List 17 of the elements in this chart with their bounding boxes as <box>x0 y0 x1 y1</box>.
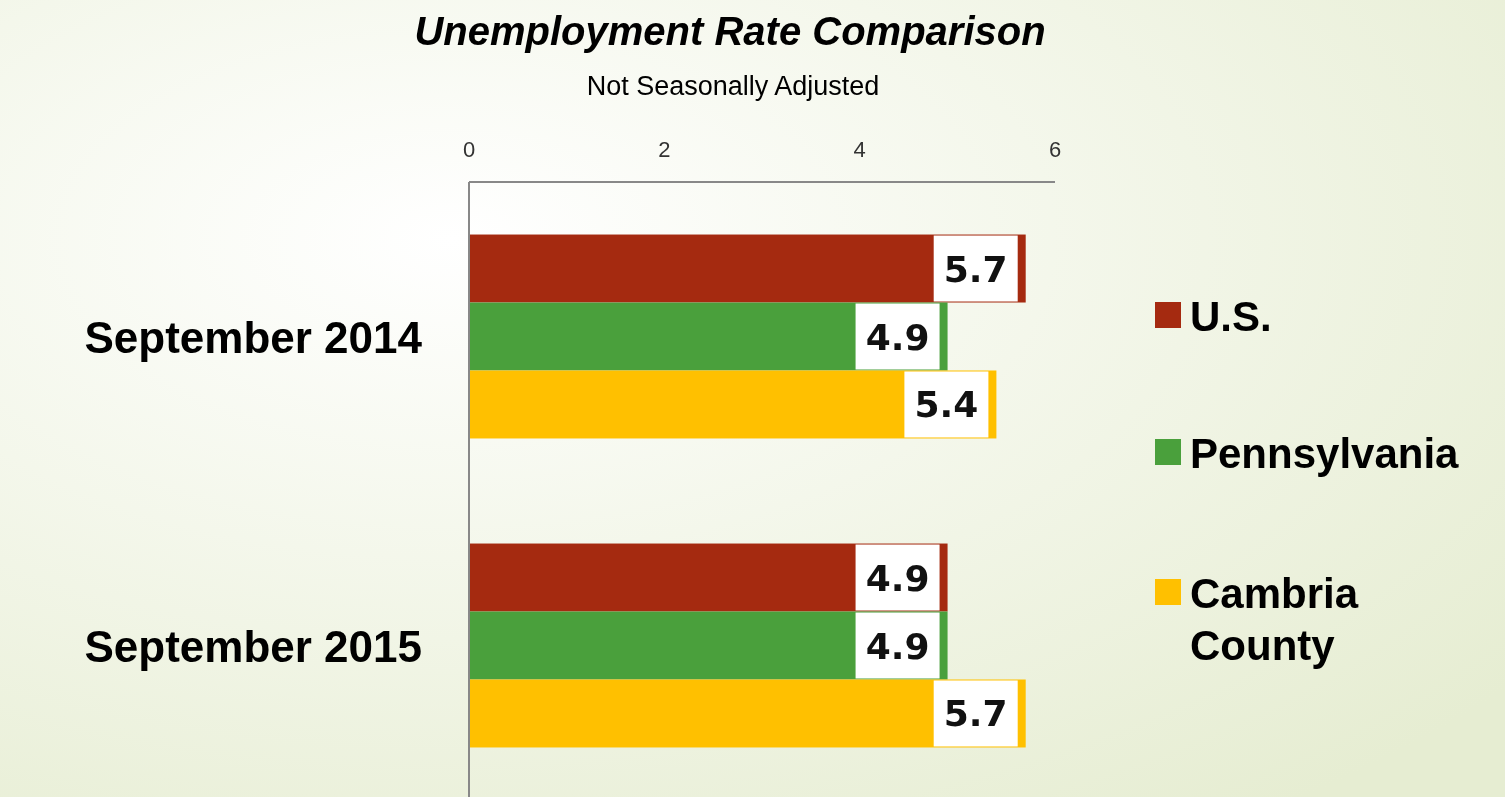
legend-label: Cambria County <box>1190 570 1359 669</box>
x-tick-label: 2 <box>658 137 671 162</box>
y-tick-label: September 2014 <box>84 312 423 362</box>
legend-label: Pennsylvania <box>1190 430 1460 477</box>
data-label: 4.9 <box>865 625 930 667</box>
x-tick-label: 0 <box>462 137 476 162</box>
chart-subtitle: Not Seasonally Adjusted <box>586 71 880 101</box>
y-tick-label: September 2015 <box>84 621 422 671</box>
data-label: 5.7 <box>943 693 1008 735</box>
legend-label: U.S. <box>1190 293 1272 340</box>
data-label: 4.9 <box>865 557 930 599</box>
chart-title: Unemployment Rate Comparison <box>414 9 1046 53</box>
data-label: 5.7 <box>943 248 1008 290</box>
x-tick-label: 6 <box>1048 137 1062 162</box>
data-label: 4.9 <box>865 316 930 358</box>
data-label: 5.4 <box>914 384 979 426</box>
x-tick-label: 4 <box>853 137 866 162</box>
